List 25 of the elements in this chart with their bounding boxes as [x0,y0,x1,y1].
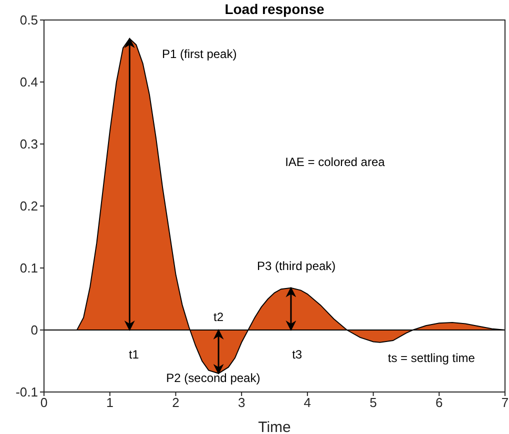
annotation: P2 (second peak) [166,371,260,386]
y-tick-label: 0.4 [20,74,38,90]
annotation: IAE = colored area [285,155,386,170]
y-tick-label: 0.3 [20,136,38,152]
x-tick-label: 4 [304,395,312,410]
x-tick-label: 1 [106,395,114,410]
annotation: P3 (third peak) [256,259,336,274]
chart-title: Load response [224,1,324,17]
y-tick-label: 0 [30,322,38,338]
y-tick-label: 0.1 [20,260,38,276]
y-tick-label: -0.1 [16,384,38,400]
x-axis-title: Time [258,419,291,434]
x-tick-label: 2 [172,395,180,410]
x-tick-label: 0 [40,395,48,410]
annotation: P1 (first peak) [162,47,237,62]
y-tick-label: 0.5 [20,12,38,28]
y-tick-label: 0.2 [20,198,38,214]
annotation: ts = settling time [388,351,476,366]
x-tick-label: 3 [238,395,246,410]
annotation: t1 [128,348,140,362]
annotation: t3 [292,348,302,362]
x-tick-label: 5 [370,395,377,410]
annotation: t2 [214,310,224,324]
x-tick-label: 7 [501,395,509,410]
x-tick-label: 6 [436,395,443,410]
